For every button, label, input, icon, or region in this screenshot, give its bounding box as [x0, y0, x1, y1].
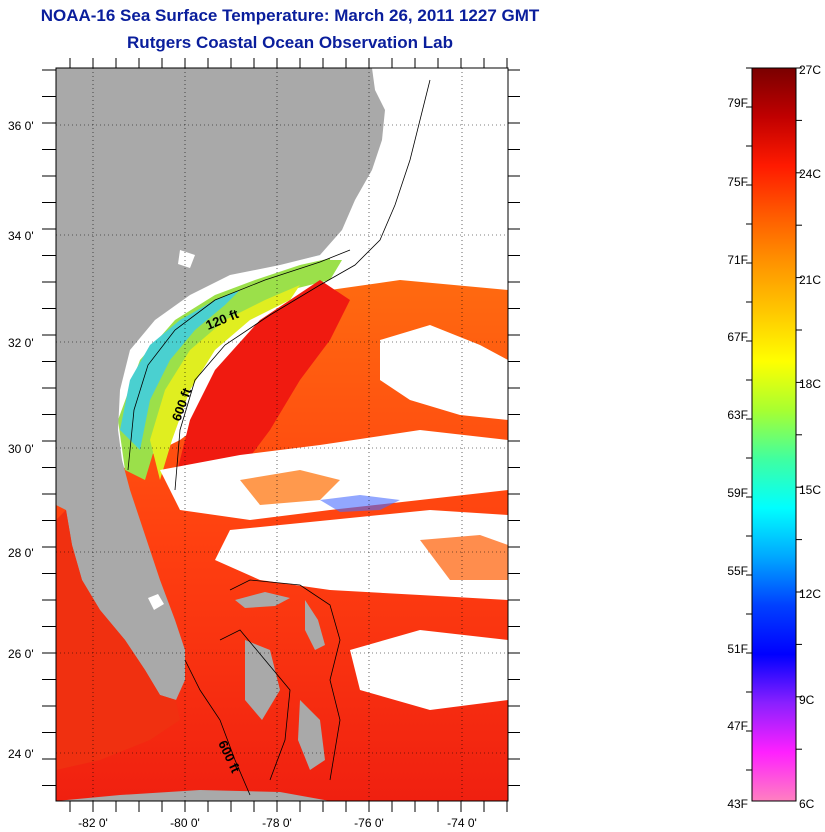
land-grand-bahama: [235, 592, 290, 608]
lat-label: 36 0': [8, 119, 34, 133]
celsius-label: 21C: [799, 273, 821, 287]
lon-label: -76 0': [354, 816, 384, 830]
land-gulf-coast: [56, 470, 80, 510]
celsius-label: 18C: [799, 377, 821, 391]
cloud-band-middle: [160, 430, 508, 520]
celsius-label: 6C: [799, 797, 815, 811]
sst-coastal-yellow: [150, 285, 300, 480]
contour-florida-straits: [184, 659, 251, 796]
land-eleuthera: [298, 700, 325, 770]
cloud-patch-east: [380, 325, 508, 420]
latitude-labels: 36 0' 34 0' 32 0' 30 0' 28 0' 26 0' 24 0…: [8, 119, 34, 761]
lon-label: -80 0': [170, 816, 200, 830]
fahrenheit-label: 67F: [727, 330, 748, 344]
lake-okeechobee: [148, 594, 164, 610]
lat-label: 32 0': [8, 336, 34, 350]
map-title: NOAA-16 Sea Surface Temperature: March 2…: [40, 6, 540, 25]
lat-label: 24 0': [8, 747, 34, 761]
fahrenheit-label: 63F: [727, 408, 748, 422]
lat-label: 26 0': [8, 647, 34, 661]
fahrenheit-label: 59F: [727, 486, 748, 500]
land-abaco: [305, 600, 325, 650]
land-andros: [245, 640, 280, 720]
fahrenheit-label: 55F: [727, 564, 748, 578]
sst-cool-speckle: [320, 495, 400, 512]
lon-label: -82 0': [78, 816, 108, 830]
map-border: [55, 67, 509, 802]
map-content: [56, 68, 508, 801]
colorbar-fahrenheit-labels: 79F 75F 71F 67F 63F 59F 55F 51F 47F 43F: [727, 96, 748, 811]
sst-warm-patch-1: [240, 470, 340, 505]
lat-label: 30 0': [8, 442, 34, 456]
land-southeast-us: [56, 68, 385, 700]
graticule: [56, 68, 508, 801]
lat-label: 34 0': [8, 229, 34, 243]
colorbar-gradient: [752, 68, 796, 801]
colorbar-ticks: [746, 67, 802, 771]
colorbar-celsius-labels: 27C 24C 21C 18C 15C 12C 9C 6C: [799, 63, 821, 811]
celsius-label: 24C: [799, 167, 821, 181]
fahrenheit-label: 79F: [727, 96, 748, 110]
sst-gulf-of-mexico: [56, 510, 180, 770]
contour-bahamas: [219, 579, 341, 781]
cloud-patch-bahamas: [350, 630, 508, 710]
fahrenheit-label: 43F: [727, 797, 748, 811]
longitude-labels: -82 0' -80 0' -78 0' -76 0' -74 0': [78, 816, 477, 830]
celsius-label: 15C: [799, 483, 821, 497]
celsius-label: 27C: [799, 63, 821, 77]
fahrenheit-label: 51F: [727, 642, 748, 656]
land-cuba: [56, 790, 330, 801]
lon-label: -78 0': [262, 816, 292, 830]
fahrenheit-label: 75F: [727, 175, 748, 189]
lake-inland: [178, 250, 195, 268]
fahrenheit-label: 47F: [727, 719, 748, 733]
celsius-label: 12C: [799, 587, 821, 601]
axis-ticks: [42, 58, 520, 812]
cloud-band-mid2: [215, 510, 508, 600]
contour-120ft: [127, 249, 351, 471]
map-subtitle: Rutgers Coastal Ocean Observation Lab: [127, 33, 453, 52]
fahrenheit-label: 71F: [727, 253, 748, 267]
sst-warm-patch-2: [420, 535, 508, 580]
sst-gulf-stream: [175, 280, 350, 500]
contour-600ft: [174, 79, 431, 491]
lon-label: -74 0': [447, 816, 477, 830]
lat-label: 28 0': [8, 546, 34, 560]
celsius-label: 9C: [799, 693, 815, 707]
